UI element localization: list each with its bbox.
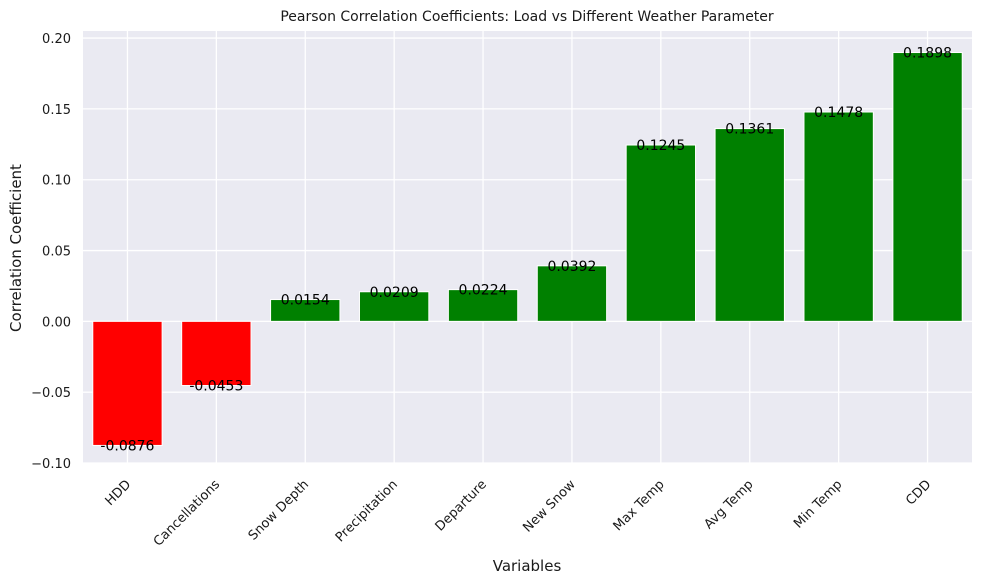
chart-title: Pearson Correlation Coefficients: Load v… <box>280 9 774 25</box>
y-tick-label: 0.20 <box>42 32 71 47</box>
x-tick-label: Avg Temp <box>702 477 757 532</box>
data-label: -0.0453 <box>189 379 243 395</box>
data-label: 0.0224 <box>459 283 508 299</box>
y-tick-label: 0.05 <box>42 245 71 260</box>
bar-precipitation <box>358 291 430 322</box>
x-tick-label: Snow Depth <box>246 477 312 543</box>
bar-min-temp <box>803 111 874 322</box>
x-tick-label: New Snow <box>520 477 579 536</box>
bar-avg-temp <box>714 128 785 322</box>
y-tick-label: −0.10 <box>31 457 71 472</box>
bar-snow-depth <box>270 299 341 322</box>
y-axis-label: Correlation Coefficient <box>7 164 25 332</box>
y-tick-label: 0.10 <box>42 174 71 189</box>
data-label: 0.0209 <box>370 285 419 301</box>
data-label: 0.1898 <box>903 46 952 62</box>
data-label: 0.0392 <box>547 259 596 275</box>
x-tick-label: CDD <box>903 477 934 508</box>
data-label: 0.1245 <box>636 138 685 154</box>
bar-cdd <box>892 52 963 322</box>
y-axis-ticks: −0.10 −0.05 0.00 0.05 0.10 0.15 0.20 <box>31 32 71 472</box>
x-tick-label: HDD <box>103 477 135 509</box>
bar-hdd <box>92 320 163 446</box>
y-tick-label: 0.15 <box>42 103 71 118</box>
data-label: 0.1478 <box>814 105 863 121</box>
data-label: -0.0876 <box>100 438 154 454</box>
x-tick-label: Precipitation <box>333 477 401 545</box>
x-tick-label: Max Temp <box>611 477 668 534</box>
data-label: 0.0154 <box>281 293 330 309</box>
y-tick-label: −0.05 <box>31 386 71 401</box>
bar-max-temp <box>625 144 697 322</box>
bars <box>92 52 963 446</box>
y-tick-label: 0.00 <box>42 315 71 330</box>
x-axis-label: Variables <box>493 557 562 575</box>
data-labels: -0.0876 -0.0453 0.0154 0.0209 0.0224 0.0392 0.… <box>100 46 952 455</box>
bar-new-snow <box>536 265 608 322</box>
x-tick-label: Min Temp <box>791 477 845 531</box>
bar-departure <box>447 289 519 322</box>
x-tick-label: Departure <box>433 477 490 534</box>
x-tick-label: Cancellations <box>151 477 223 549</box>
x-axis-ticks: HDD Cancellations Snow Depth Precipitation D… <box>103 477 935 550</box>
bar-cancellations <box>181 320 252 387</box>
data-label: 0.1361 <box>725 122 774 138</box>
